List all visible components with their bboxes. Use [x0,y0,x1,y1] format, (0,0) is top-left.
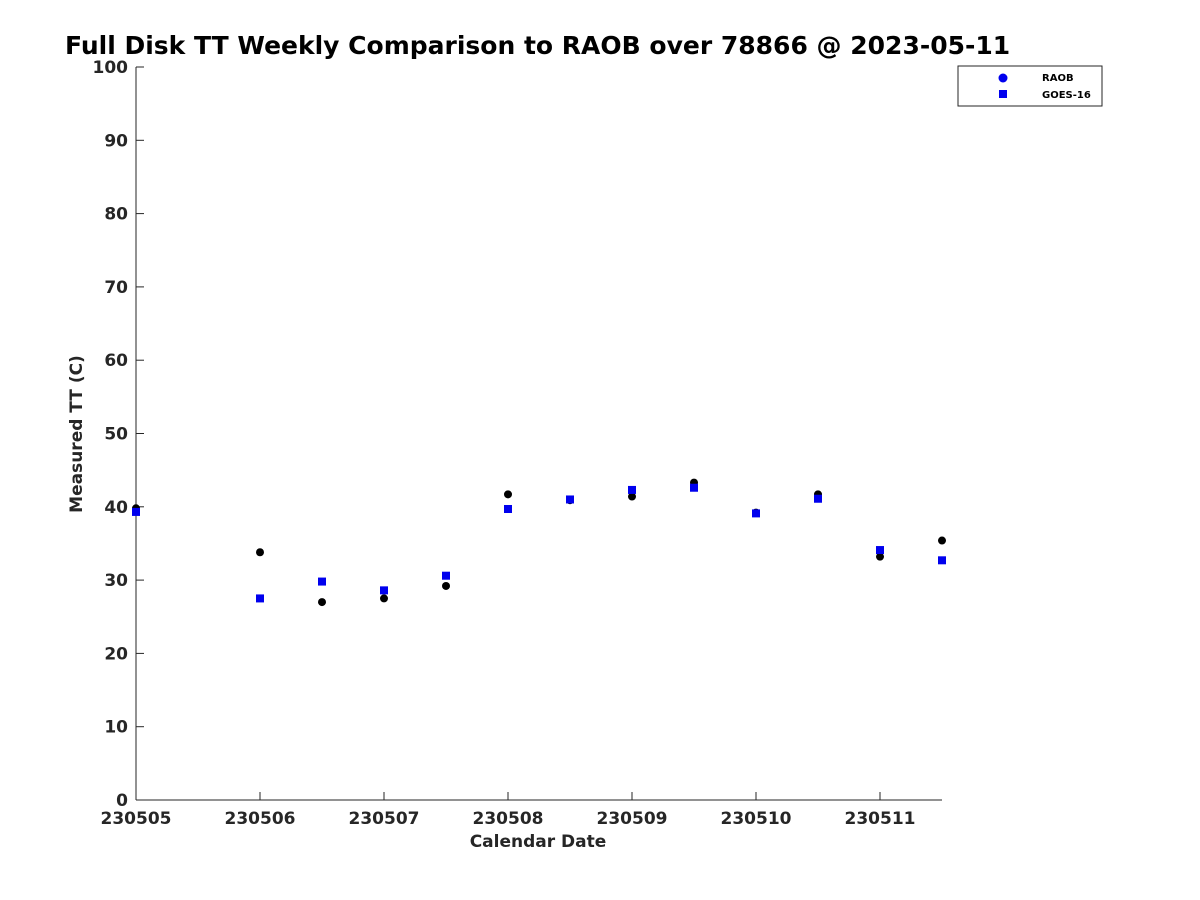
y-tick-label: 40 [104,498,128,518]
x-tick-label: 230510 [721,809,792,829]
y-tick-label: 0 [116,791,128,811]
x-tick-label: 230505 [101,809,172,829]
x-tick-label: 230508 [473,809,544,829]
legend: RAOB GOES-16 [957,65,1103,107]
y-axis-label: Measured TT (C) [67,355,87,513]
y-tick-label: 90 [104,131,128,151]
goes16-point [690,483,698,492]
y-tick-label: 80 [104,205,128,225]
goes16-point [628,485,636,494]
goes16-point [380,586,388,595]
y-tick-label: 60 [104,351,128,371]
goes16-point [938,556,946,565]
y-tick-label: 100 [93,58,129,78]
x-tick-label: 230509 [597,809,668,829]
goes16-point [814,494,822,503]
data-points [132,478,946,607]
goes16-point [504,504,512,513]
y-tick-label: 50 [104,425,128,445]
y-ticks: 0 10 20 30 40 50 60 70 80 90 100 [93,58,144,811]
goes16-point [318,577,326,586]
x-tick-label: 230511 [845,809,916,829]
y-tick-label: 20 [104,644,128,664]
raob-point [380,594,388,603]
goes16-point [256,594,264,603]
raob-point [256,548,264,557]
axes [135,67,942,801]
y-tick-label: 30 [104,571,128,591]
x-tick-label: 230507 [349,809,420,829]
x-tick-label: 230506 [225,809,296,829]
legend-goes16-marker [999,90,1007,98]
goes16-point [442,571,450,580]
goes16-point [132,507,140,516]
y-tick-label: 10 [104,718,128,738]
legend-raob-label: RAOB [1042,73,1074,84]
x-axis-label: Calendar Date [470,832,607,852]
raob-point [442,581,450,590]
goes16-point [752,509,760,518]
legend-box [957,65,1103,107]
goes16-point [566,495,574,504]
raob-point [938,536,946,545]
raob-point [504,490,512,499]
x-ticks: 230505 230506 230507 230508 230509 230510 2305… [101,792,916,829]
raob-point [318,598,326,607]
y-tick-label: 70 [104,278,128,298]
raob-point [628,492,636,501]
goes16-point [876,546,884,555]
legend-raob-marker [998,73,1008,83]
chart-title: Full Disk TT Weekly Comparison to RAOB o… [65,31,1010,60]
legend-goes16-label: GOES-16 [1042,90,1091,101]
raob-point [876,552,884,561]
